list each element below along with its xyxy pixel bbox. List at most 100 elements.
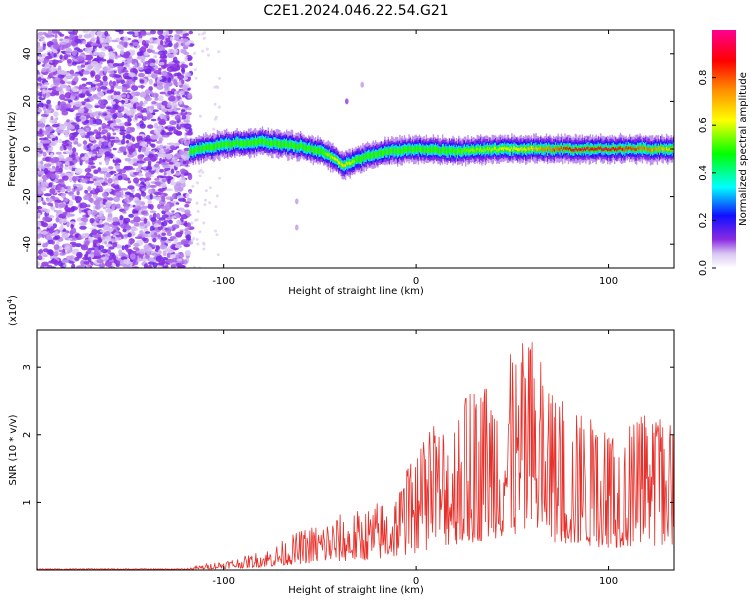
- heatmap-cell: [488, 148, 490, 152]
- heatmap-cell: [93, 178, 97, 181]
- heatmap-cell: [170, 254, 176, 259]
- heatmap-cell: [386, 149, 388, 156]
- heatmap-cell: [407, 146, 409, 153]
- heatmap-cell: [137, 66, 144, 71]
- heatmap-x-tick-label: 100: [599, 276, 618, 287]
- heatmap-cell: [295, 224, 299, 231]
- heatmap-cell: [93, 199, 101, 206]
- heatmap-cell: [462, 149, 465, 153]
- heatmap-cell: [151, 101, 157, 105]
- heatmap-cell: [380, 149, 383, 156]
- heatmap-cell: [189, 62, 193, 66]
- heatmap-cell: [123, 205, 129, 211]
- heatmap-cell: [79, 116, 86, 120]
- heatmap-cell: [159, 157, 163, 164]
- heatmap-cell: [101, 168, 108, 172]
- heatmap-cell: [116, 44, 123, 49]
- heatmap-cell: [180, 61, 186, 65]
- heatmap-cell: [82, 70, 90, 75]
- heatmap-cell: [38, 170, 44, 176]
- heatmap-cell: [361, 156, 363, 164]
- heatmap-cell: [238, 141, 241, 147]
- heatmap-cell: [82, 140, 88, 145]
- heatmap-cell: [304, 144, 306, 152]
- heatmap-cell: [355, 156, 357, 163]
- heatmap-cell: [580, 148, 582, 152]
- heatmap-cell: [175, 202, 180, 205]
- heatmap-cell: [239, 140, 242, 147]
- heatmap-cell: [436, 146, 438, 154]
- heatmap-cell: [582, 148, 585, 152]
- heatmap-cell: [151, 92, 159, 98]
- heatmap-cell: [130, 91, 136, 98]
- heatmap-cell: [237, 139, 239, 146]
- heatmap-cell: [201, 49, 205, 53]
- heatmap-cell: [136, 136, 142, 140]
- heatmap-cell: [169, 120, 177, 126]
- heatmap-cell: [145, 171, 152, 178]
- heatmap-cell: [156, 140, 163, 144]
- heatmap-cell: [120, 223, 127, 229]
- heatmap-cell: [37, 195, 42, 203]
- heatmap-cell: [596, 147, 598, 151]
- heatmap-cell: [46, 109, 51, 114]
- heatmap-cell: [112, 242, 118, 248]
- heatmap-cell: [42, 216, 51, 222]
- heatmap-cell: [160, 236, 168, 241]
- heatmap-cell: [84, 119, 90, 124]
- heatmap-cell: [401, 147, 403, 154]
- heatmap-cell: [598, 147, 601, 150]
- heatmap-cell: [50, 115, 54, 121]
- heatmap-cell: [40, 265, 45, 268]
- heatmap-cell: [87, 256, 92, 263]
- heatmap-cell: [250, 139, 252, 146]
- heatmap-cell: [106, 243, 112, 247]
- heatmap-cell: [64, 133, 69, 138]
- heatmap-cell: [179, 168, 187, 174]
- heatmap-cell: [353, 160, 355, 164]
- heatmap-cell: [574, 147, 577, 151]
- heatmap-cell: [230, 141, 232, 149]
- heatmap-cell: [120, 139, 126, 145]
- heatmap-cell: [118, 249, 123, 255]
- heatmap-cell: [120, 187, 128, 191]
- heatmap-cell: [441, 146, 444, 153]
- heatmap-cell: [518, 148, 520, 152]
- heatmap-cell: [158, 168, 165, 173]
- heatmap-cell: [68, 164, 73, 171]
- heatmap-cell: [178, 150, 184, 156]
- heatmap-cell: [557, 146, 559, 150]
- heatmap-cell: [67, 76, 74, 79]
- heatmap-cell: [125, 145, 129, 149]
- heatmap-cell: [543, 148, 545, 152]
- heatmap-cell: [108, 70, 115, 74]
- heatmap-cell: [455, 148, 458, 152]
- heatmap-cell: [661, 147, 663, 150]
- heatmap-cell: [115, 203, 121, 209]
- heatmap-cell: [202, 221, 206, 225]
- heatmap-cell: [80, 64, 86, 68]
- heatmap-cell: [585, 148, 587, 152]
- heatmap-cell: [107, 120, 114, 124]
- heatmap-cell: [160, 205, 168, 210]
- heatmap-cell: [104, 151, 111, 156]
- heatmap-cell: [637, 146, 639, 150]
- heatmap-cell: [192, 265, 196, 268]
- heatmap-cell: [78, 222, 86, 226]
- heatmap-cell: [86, 174, 94, 177]
- heatmap-cell: [99, 85, 108, 90]
- heatmap-cell: [58, 123, 67, 130]
- heatmap-cell: [187, 87, 191, 91]
- heatmap-cell: [114, 118, 122, 124]
- heatmap-cell: [64, 165, 70, 170]
- heatmap-cell: [646, 148, 648, 152]
- heatmap-cell: [64, 207, 72, 211]
- heatmap-cell: [183, 51, 190, 56]
- heatmap-cell: [134, 62, 138, 69]
- heatmap-cell: [153, 55, 158, 59]
- heatmap-cell: [171, 215, 177, 219]
- heatmap-cell: [184, 41, 191, 46]
- heatmap-cell: [251, 140, 253, 146]
- heatmap-cell: [295, 141, 297, 148]
- heatmap-cell: [235, 139, 237, 147]
